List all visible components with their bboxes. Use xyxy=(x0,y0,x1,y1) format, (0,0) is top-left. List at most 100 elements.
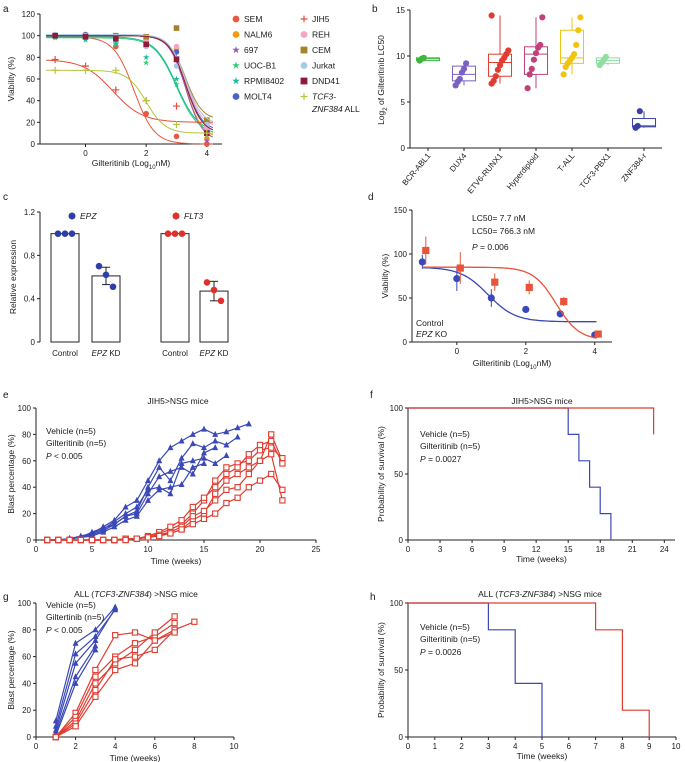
g-series-line-5 xyxy=(55,621,195,738)
e-point xyxy=(178,454,185,461)
g-series-line-1 xyxy=(55,609,116,727)
e-point xyxy=(212,444,219,451)
b-category-label: ZNF384-r xyxy=(620,151,649,183)
a-legend-label: MOLT4 xyxy=(244,92,272,102)
e-point xyxy=(245,484,252,491)
e-point xyxy=(223,464,230,471)
panel-g-chart: 0 20 40 60 80 100 0 2 4 6 8 10 Blast percentage (%) T… xyxy=(6,589,239,762)
d-ytick-label: 150 xyxy=(394,206,408,215)
g-point xyxy=(92,646,99,653)
e-point xyxy=(178,459,185,466)
d-y-axis-label: Viability (%) xyxy=(380,253,390,298)
e-point xyxy=(167,444,174,451)
e-point xyxy=(212,430,219,437)
e-point xyxy=(55,536,62,544)
h-ytick-label: 100 xyxy=(390,599,404,608)
g-xtick-label: 2 xyxy=(73,742,78,751)
d-point xyxy=(418,258,426,266)
h-legend-gilteritinib: Gilteritinib (n=5) xyxy=(420,634,480,644)
g-point xyxy=(171,613,178,620)
g-point xyxy=(151,629,158,636)
a-point xyxy=(82,66,89,74)
h-xtick-label: 1 xyxy=(433,742,438,751)
a-legend-label: REH xyxy=(312,30,330,40)
g-point xyxy=(72,659,79,666)
e-y-axis-label: Blast percentage (%) xyxy=(6,434,16,514)
h-title: ALL (TCF3-ZNF384) >NSG mice xyxy=(478,589,602,599)
e-point xyxy=(133,496,140,503)
e-point xyxy=(145,490,151,497)
d-ytick-label: 100 xyxy=(394,250,408,259)
a-series-line-3 xyxy=(46,37,214,133)
a-legend-marker xyxy=(300,31,308,38)
e-point xyxy=(234,494,241,501)
g-xtick-label: 0 xyxy=(34,742,39,751)
c-point xyxy=(68,230,76,237)
d-point xyxy=(456,264,464,272)
e-point xyxy=(256,441,264,449)
a-point xyxy=(203,137,211,144)
b-point xyxy=(636,108,643,115)
a-ytick-label: 80 xyxy=(26,53,35,62)
a-point xyxy=(112,86,120,94)
h-xtick-label: 9 xyxy=(647,742,652,751)
panel-label-h: h xyxy=(370,592,376,603)
b-point xyxy=(537,41,544,49)
g-xtick-label: 8 xyxy=(192,742,197,751)
e-point xyxy=(145,496,151,503)
e-point xyxy=(189,521,196,528)
e-point xyxy=(133,535,140,542)
a-legend-marker xyxy=(232,61,240,69)
e-xtick-label: 0 xyxy=(34,545,39,554)
c-ytick-label: 0 xyxy=(31,338,36,347)
a-ytick-label: 20 xyxy=(26,118,35,127)
g-y-axis-label: Blast percentage (%) xyxy=(6,630,16,710)
e-point xyxy=(66,536,73,544)
a-legend-label: DND41 xyxy=(312,76,340,86)
a-point xyxy=(113,36,119,42)
f-survival-line-1 xyxy=(408,407,655,435)
e-point xyxy=(212,510,219,517)
g-ytick-label: 20 xyxy=(22,706,31,715)
e-point xyxy=(178,481,185,488)
a-point xyxy=(142,97,150,105)
f-title: JIH5>NSG mice xyxy=(511,396,572,406)
panel-d-chart: 0 50 100 150 0 2 4 Viability (%) Gilteritinib (L… xyxy=(380,206,612,371)
a-ytick-label: 40 xyxy=(26,97,35,106)
b-y-axis-label: Log2 of Gilteritinib LC50 xyxy=(376,35,389,125)
g-x-axis-label: Time (weeks) xyxy=(110,753,161,762)
d-fit-line-1 xyxy=(422,266,597,339)
c-point xyxy=(178,230,186,237)
e-point xyxy=(234,464,241,471)
e-point xyxy=(268,437,275,445)
c-legend-label: EPZ xyxy=(80,211,97,221)
e-point xyxy=(100,528,107,535)
f-legend-gilteritinib: Gilteritinib (n=5) xyxy=(420,441,480,451)
e-point xyxy=(212,459,219,466)
c-category-label: EPZ KD xyxy=(200,349,229,358)
a-legend-marker xyxy=(232,31,240,38)
e-point xyxy=(122,516,129,523)
e-series-line-9 xyxy=(47,473,283,541)
f-xtick-label: 0 xyxy=(406,545,411,554)
a-legend-label: CEM xyxy=(312,45,331,55)
a-point xyxy=(143,110,149,117)
g-point xyxy=(171,629,178,636)
e-point xyxy=(178,463,185,470)
g-point xyxy=(92,637,99,644)
e-point xyxy=(88,536,96,544)
e-point xyxy=(212,490,219,497)
d-fit-line-0 xyxy=(422,266,597,323)
h-ytick-label: 0 xyxy=(399,733,404,742)
g-series-line-0 xyxy=(55,606,116,722)
c-point xyxy=(171,230,179,237)
f-ytick-label: 50 xyxy=(394,470,403,479)
e-ytick-label: 100 xyxy=(18,404,32,413)
a-point xyxy=(204,117,210,123)
a-legend-label-tcf3: TCF3- xyxy=(312,92,336,102)
a-point xyxy=(143,41,149,48)
e-x-axis-label: Time (weeks) xyxy=(151,556,202,566)
f-y-axis-label: Probability of survival (%) xyxy=(376,426,386,522)
b-box xyxy=(631,118,657,128)
a-legend-marker xyxy=(232,46,240,54)
